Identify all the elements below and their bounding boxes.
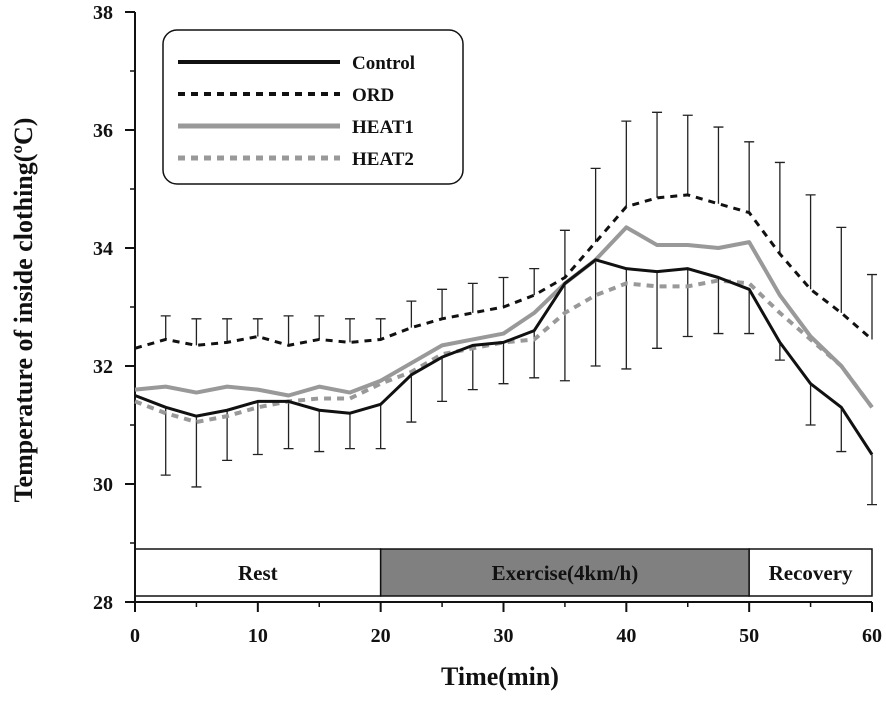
- error-bar: [774, 342, 785, 361]
- legend-label: HEAT2: [352, 149, 414, 170]
- error-bar: [344, 413, 355, 450]
- error-bar: [744, 289, 755, 335]
- y-tick-label: 30: [93, 474, 113, 496]
- error-bar: [805, 383, 816, 426]
- error-bar: [437, 288, 448, 319]
- x-tick-label: 50: [739, 625, 759, 647]
- x-tick-label: 60: [862, 625, 882, 647]
- error-bar: [529, 268, 540, 296]
- error-bar: [467, 282, 478, 313]
- y-tick-label: 38: [93, 2, 113, 24]
- error-bar: [222, 410, 233, 462]
- error-bar: [867, 454, 877, 506]
- error-bar: [283, 315, 294, 346]
- error-bar: [314, 410, 325, 453]
- error-bar: [252, 318, 263, 337]
- error-bar: [191, 318, 202, 346]
- error-bar: [590, 167, 601, 243]
- error-bar: [682, 114, 693, 195]
- error-bar: [498, 276, 509, 307]
- error-bar: [498, 342, 509, 385]
- error-bar: [867, 273, 877, 340]
- error-bar: [774, 161, 785, 254]
- phase-band: [379, 548, 750, 597]
- error-bar: [621, 120, 632, 207]
- series-line: [134, 225, 874, 409]
- error-bar: [252, 401, 263, 456]
- series-line: [134, 258, 874, 456]
- error-bar: [836, 226, 847, 313]
- error-bar: [559, 229, 570, 278]
- legend-box: [162, 29, 464, 185]
- error-bar: [744, 141, 755, 213]
- x-tick-label: 0: [130, 625, 140, 647]
- phase-band: [748, 548, 873, 597]
- error-bar: [713, 277, 724, 335]
- legend-label: HEAT1: [352, 117, 414, 138]
- error-bar: [283, 401, 294, 450]
- series-line: [134, 193, 873, 350]
- phase-band: [134, 548, 382, 597]
- y-tick-label: 32: [93, 356, 113, 378]
- error-bar: [344, 318, 355, 343]
- error-bar: [406, 374, 417, 423]
- error-bar: [713, 126, 724, 204]
- phase-label: Rest: [238, 561, 278, 585]
- x-tick-label: 10: [248, 625, 268, 647]
- error-bar: [160, 407, 171, 476]
- phase-label: Recovery: [769, 561, 853, 585]
- x-axis-label: Time(min): [441, 662, 559, 691]
- x-tick-label: 40: [616, 625, 636, 647]
- x-tick-label: 30: [494, 625, 514, 647]
- error-bar: [652, 271, 663, 349]
- error-bar: [375, 404, 386, 450]
- error-bar: [559, 283, 570, 382]
- error-bar: [805, 194, 816, 290]
- error-bar: [406, 300, 417, 328]
- y-tick-label: 34: [93, 238, 113, 260]
- error-bar: [160, 315, 171, 340]
- y-tick-label: 36: [93, 120, 113, 142]
- legend-label: ORD: [352, 85, 394, 106]
- phase-label: Exercise(4km/h): [492, 561, 639, 585]
- error-bar: [191, 416, 202, 488]
- error-bar: [836, 407, 847, 453]
- error-bar: [682, 268, 693, 338]
- error-bar: [652, 111, 663, 198]
- error-bar: [375, 318, 386, 340]
- error-bar: [467, 345, 478, 391]
- y-axis-label: Temperature of inside clothing(ºC): [9, 118, 38, 503]
- error-bar: [314, 315, 325, 340]
- error-bar: [437, 357, 448, 403]
- legend-label: Control: [352, 53, 415, 74]
- y-tick-label: 28: [93, 592, 113, 614]
- error-bar: [222, 318, 233, 343]
- error-bar: [590, 259, 601, 367]
- x-tick-label: 20: [371, 625, 391, 647]
